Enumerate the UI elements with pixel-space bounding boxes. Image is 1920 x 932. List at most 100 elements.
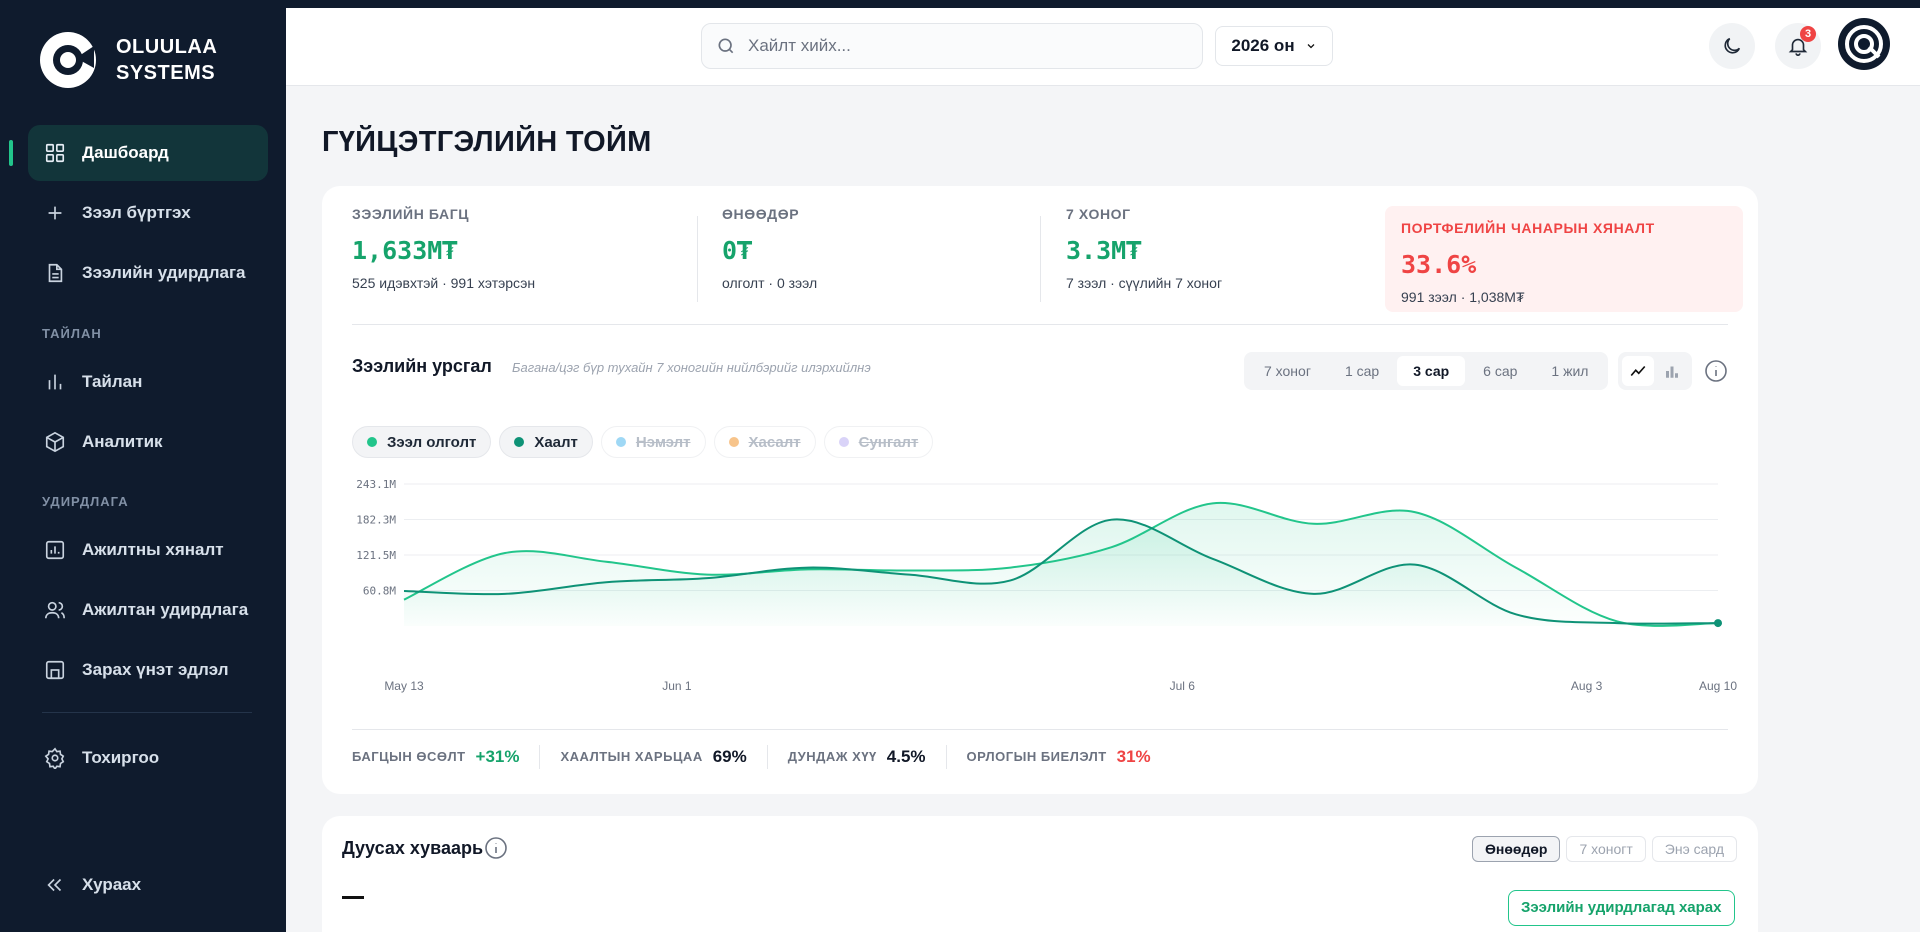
range-selector: 7 хоног 1 сар 3 сар 6 сар 1 жил: [1244, 352, 1609, 390]
y-tick-label: 60.8M: [363, 584, 396, 597]
legend-addition[interactable]: Нэмэлт: [600, 426, 706, 458]
chart-subtitle: Багана/цэг бүр тухайн 7 хоногийн нийлбэр…: [512, 360, 871, 375]
gear-icon: [44, 747, 65, 769]
kpi-label: ӨНӨӨДӨР: [722, 206, 800, 222]
sidebar-item-settings[interactable]: Тохиргоо: [28, 730, 268, 786]
legend-dot: [615, 437, 626, 447]
document-icon: [48, 263, 63, 283]
sidebar-item-report[interactable]: Тайлан: [28, 354, 268, 410]
notifications-button[interactable]: 3: [1775, 23, 1821, 69]
sidebar-item-analytics[interactable]: Аналитик: [28, 414, 268, 470]
legend-label: Хасалт: [748, 433, 801, 451]
range-6m-button[interactable]: 6 сар: [1483, 363, 1518, 379]
chart-type-selector: [1618, 352, 1692, 390]
kpi-sub: 991 зээл · 1,038M₮: [1401, 289, 1525, 305]
search-box[interactable]: [701, 23, 1203, 69]
year-select-value: 2026 он: [1231, 36, 1295, 55]
users-icon: [45, 601, 65, 619]
kpi-value: 0₮: [722, 236, 753, 265]
kpi-divider: [1040, 216, 1041, 302]
legend-extension[interactable]: Сунгалт: [823, 426, 934, 458]
sidebar-item-label: Тайлан: [82, 372, 143, 391]
top-header: 2026 он 3: [286, 8, 1920, 86]
tab-today[interactable]: Өнөөдөр: [1472, 836, 1561, 862]
stat-label: ДУНДАЖ ХҮҮ: [787, 749, 877, 764]
sidebar-item-staff-management[interactable]: Ажилтан удирдлага: [28, 582, 268, 638]
chart-title: Зээлийн урсгал: [352, 356, 492, 376]
legend-dot: [838, 437, 849, 447]
brand-logo-icon: [40, 32, 96, 88]
year-select[interactable]: 2026 он: [1215, 26, 1333, 66]
y-tick-label: 121.5M: [356, 549, 396, 562]
moon-icon: [1724, 37, 1741, 54]
stat-closing-ratio: ХААЛТЫН ХАРЬЦАА 69%: [560, 744, 768, 769]
legend-closing[interactable]: Хаалт: [499, 426, 593, 458]
tab-month[interactable]: Энэ сард: [1651, 836, 1738, 862]
stat-value: 69%: [712, 746, 747, 766]
stat-value: 4.5%: [886, 746, 926, 766]
info-icon[interactable]: [1704, 359, 1728, 383]
page-title: ГҮЙЦЭТГЭЛИЙН ТОЙМ: [322, 126, 652, 158]
kpi-value: 33.6%: [1401, 250, 1477, 279]
schedule-card: Дуусах хуваарь Өнөөдөр 7 хоногт Энэ сард…: [322, 816, 1758, 932]
legend-label: Хаалт: [534, 433, 578, 451]
x-tick-label: Jul 6: [1170, 679, 1196, 693]
sidebar-item-jewelry-sale[interactable]: Зарах үнэт эдлэл: [28, 642, 268, 698]
loan-flow-chart: 60.8M 121.5M 182.3M 243.1M May 13 Jun 1 Jul 6 A…: [356, 478, 1737, 693]
bar-chart-button[interactable]: [1656, 356, 1688, 386]
kpi-portfolio-quality: ПОРТФЕЛИЙН ЧАНАРЫН ХЯНАЛТ 33.6% 991 зээл…: [1385, 206, 1743, 312]
notification-badge: 3: [1800, 26, 1816, 42]
series-line-closing[interactable]: [403, 518, 1719, 625]
range-7d-button[interactable]: 7 хоног: [1264, 363, 1311, 379]
y-tick-label: 243.1M: [356, 478, 396, 491]
active-indicator: [9, 140, 13, 166]
sidebar-item-dashboard[interactable]: Дашбоард: [28, 125, 268, 181]
range-3m-button[interactable]: 3 сар: [1397, 356, 1466, 386]
kpi-week: 7 ХОНОГ 3.3M₮ 7 зээл · сүүлийн 7 хоног: [1066, 206, 1222, 306]
stat-value: +31%: [475, 746, 520, 766]
sidebar-item-label: Ажилтан удирдлага: [82, 600, 249, 619]
range-1y-button[interactable]: 1 жил: [1551, 363, 1589, 379]
stat-label: ОРЛОГЫН БИЕЛЭЛТ: [966, 749, 1107, 764]
kpi-today: ӨНӨӨДӨР 0₮ олголт · 0 зээл: [722, 206, 817, 306]
sidebar-item-label: Аналитик: [82, 432, 163, 451]
kpi-value: 3.3M₮: [1066, 236, 1142, 265]
empty-value-dash: [342, 896, 364, 899]
search-input[interactable]: [748, 36, 1168, 56]
series-area: [404, 519, 1718, 626]
info-icon[interactable]: [484, 836, 508, 860]
brand-name: OLUULAA SYSTEMS: [116, 36, 218, 84]
sidebar-item-register-loan[interactable]: Зээл бүртгэх: [28, 185, 268, 241]
user-avatar[interactable]: [1838, 18, 1890, 70]
stat-label: БАГЦЫН ӨСӨЛТ: [352, 749, 466, 764]
section-title-reports: ТАЙЛАН: [42, 326, 102, 341]
line-chart-icon: [1630, 365, 1646, 377]
kpi-divider: [697, 216, 698, 302]
legend-dot: [728, 437, 739, 447]
sidebar-item-label: Зээлийн удирдлага: [82, 263, 246, 282]
tab-week[interactable]: 7 хоногт: [1566, 836, 1646, 862]
range-1m-button[interactable]: 1 сар: [1344, 363, 1380, 379]
kpi-sub: 7 зээл · сүүлийн 7 хоног: [1066, 275, 1223, 291]
view-loan-management-button[interactable]: Зээлийн удирдлагад харах: [1508, 890, 1735, 926]
x-tick-label: May 13: [384, 679, 424, 693]
chevron-down-icon: [1307, 44, 1315, 49]
legend-label: Сунгалт: [858, 433, 919, 451]
legend-label: Зээл олголт: [387, 433, 477, 451]
stat-value: 31%: [1116, 746, 1151, 766]
sidebar-item-staff-monitoring[interactable]: Ажилтны хяналт: [28, 522, 268, 578]
cube-icon: [45, 431, 65, 453]
sidebar-item-loan-management[interactable]: Зээлийн удирдлага: [28, 245, 268, 301]
theme-toggle-button[interactable]: [1709, 23, 1755, 69]
sidebar-item-label: Зээл бүртгэх: [82, 203, 191, 222]
sidebar-collapse-button[interactable]: Хураах: [28, 857, 268, 913]
sidebar-item-label: Ажилтны хяналт: [82, 540, 224, 559]
kpi-label: ПОРТФЕЛИЙН ЧАНАРЫН ХЯНАЛТ: [1401, 220, 1655, 236]
legend-deduction[interactable]: Хасалт: [713, 426, 816, 458]
line-chart-button[interactable]: [1622, 356, 1654, 386]
data-point[interactable]: [1714, 619, 1722, 628]
legend-disbursement[interactable]: Зээл олголт: [352, 426, 492, 458]
stat-growth: БАГЦЫН ӨСӨЛТ +31%: [352, 744, 541, 769]
brand[interactable]: OLUULAA SYSTEMS: [36, 28, 217, 92]
sidebar-item-label: Дашбоард: [82, 143, 169, 162]
